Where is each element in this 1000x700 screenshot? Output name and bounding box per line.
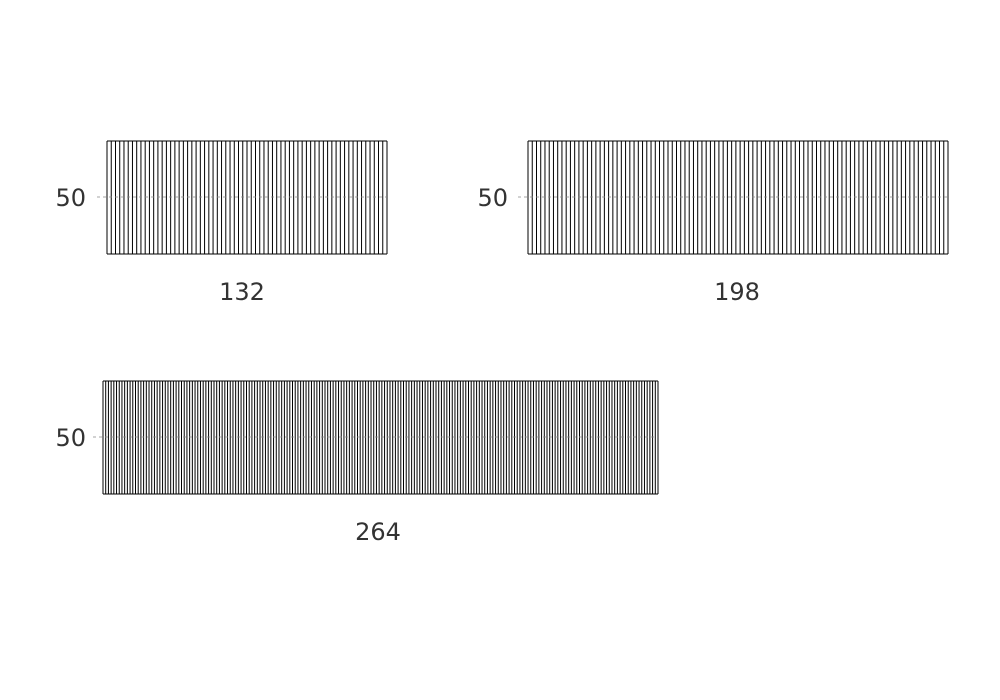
y-tick-label: 50 <box>477 184 508 212</box>
y-tick-label: 50 <box>55 424 86 452</box>
panel-2: 50 198 <box>477 140 949 306</box>
x-label: 264 <box>355 518 401 546</box>
x-label: 132 <box>219 278 265 306</box>
panel-1: 50 132 <box>55 140 388 306</box>
y-tick-label: 50 <box>55 184 86 212</box>
x-label: 198 <box>714 278 760 306</box>
panel-3: 50 264 <box>55 380 659 546</box>
